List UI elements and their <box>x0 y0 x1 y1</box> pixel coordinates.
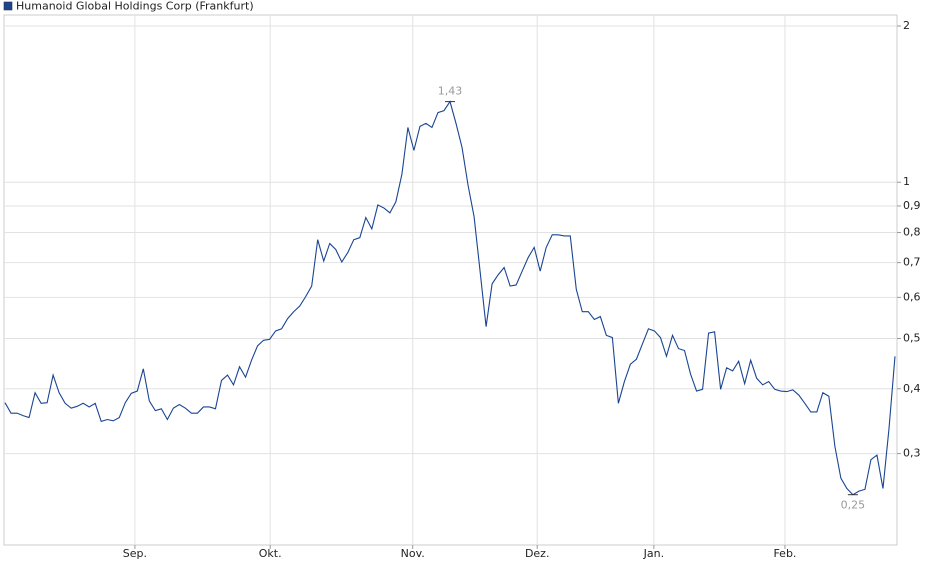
y-tick-label: 0,4 <box>903 382 921 395</box>
y-tick-label: 0,8 <box>903 226 921 239</box>
annotation-label: 1,43 <box>438 85 463 98</box>
x-tick-label: Nov. <box>401 547 425 560</box>
price-line <box>4 100 896 496</box>
annotation-label: 0,25 <box>841 499 866 512</box>
x-tick-label: Sep. <box>123 547 147 560</box>
legend-swatch <box>3 1 13 11</box>
x-tick-label: Dez. <box>525 547 550 560</box>
y-tick-label: 1 <box>903 175 910 188</box>
y-tick-label: 0,7 <box>903 256 921 269</box>
y-tick-label: 0,6 <box>903 290 921 303</box>
x-tick-label: Jan. <box>643 547 664 560</box>
y-tick-label: 0,9 <box>903 199 921 212</box>
plot-frame <box>3 14 898 546</box>
y-tick-label: 0,5 <box>903 331 921 344</box>
x-tick-label: Okt. <box>259 547 282 560</box>
x-tick-label: Feb. <box>773 547 796 560</box>
y-tick-label: 0,3 <box>903 447 921 460</box>
legend-label: Humanoid Global Holdings Corp (Frankfurt… <box>16 0 254 13</box>
y-tick-label: 2 <box>903 19 910 32</box>
